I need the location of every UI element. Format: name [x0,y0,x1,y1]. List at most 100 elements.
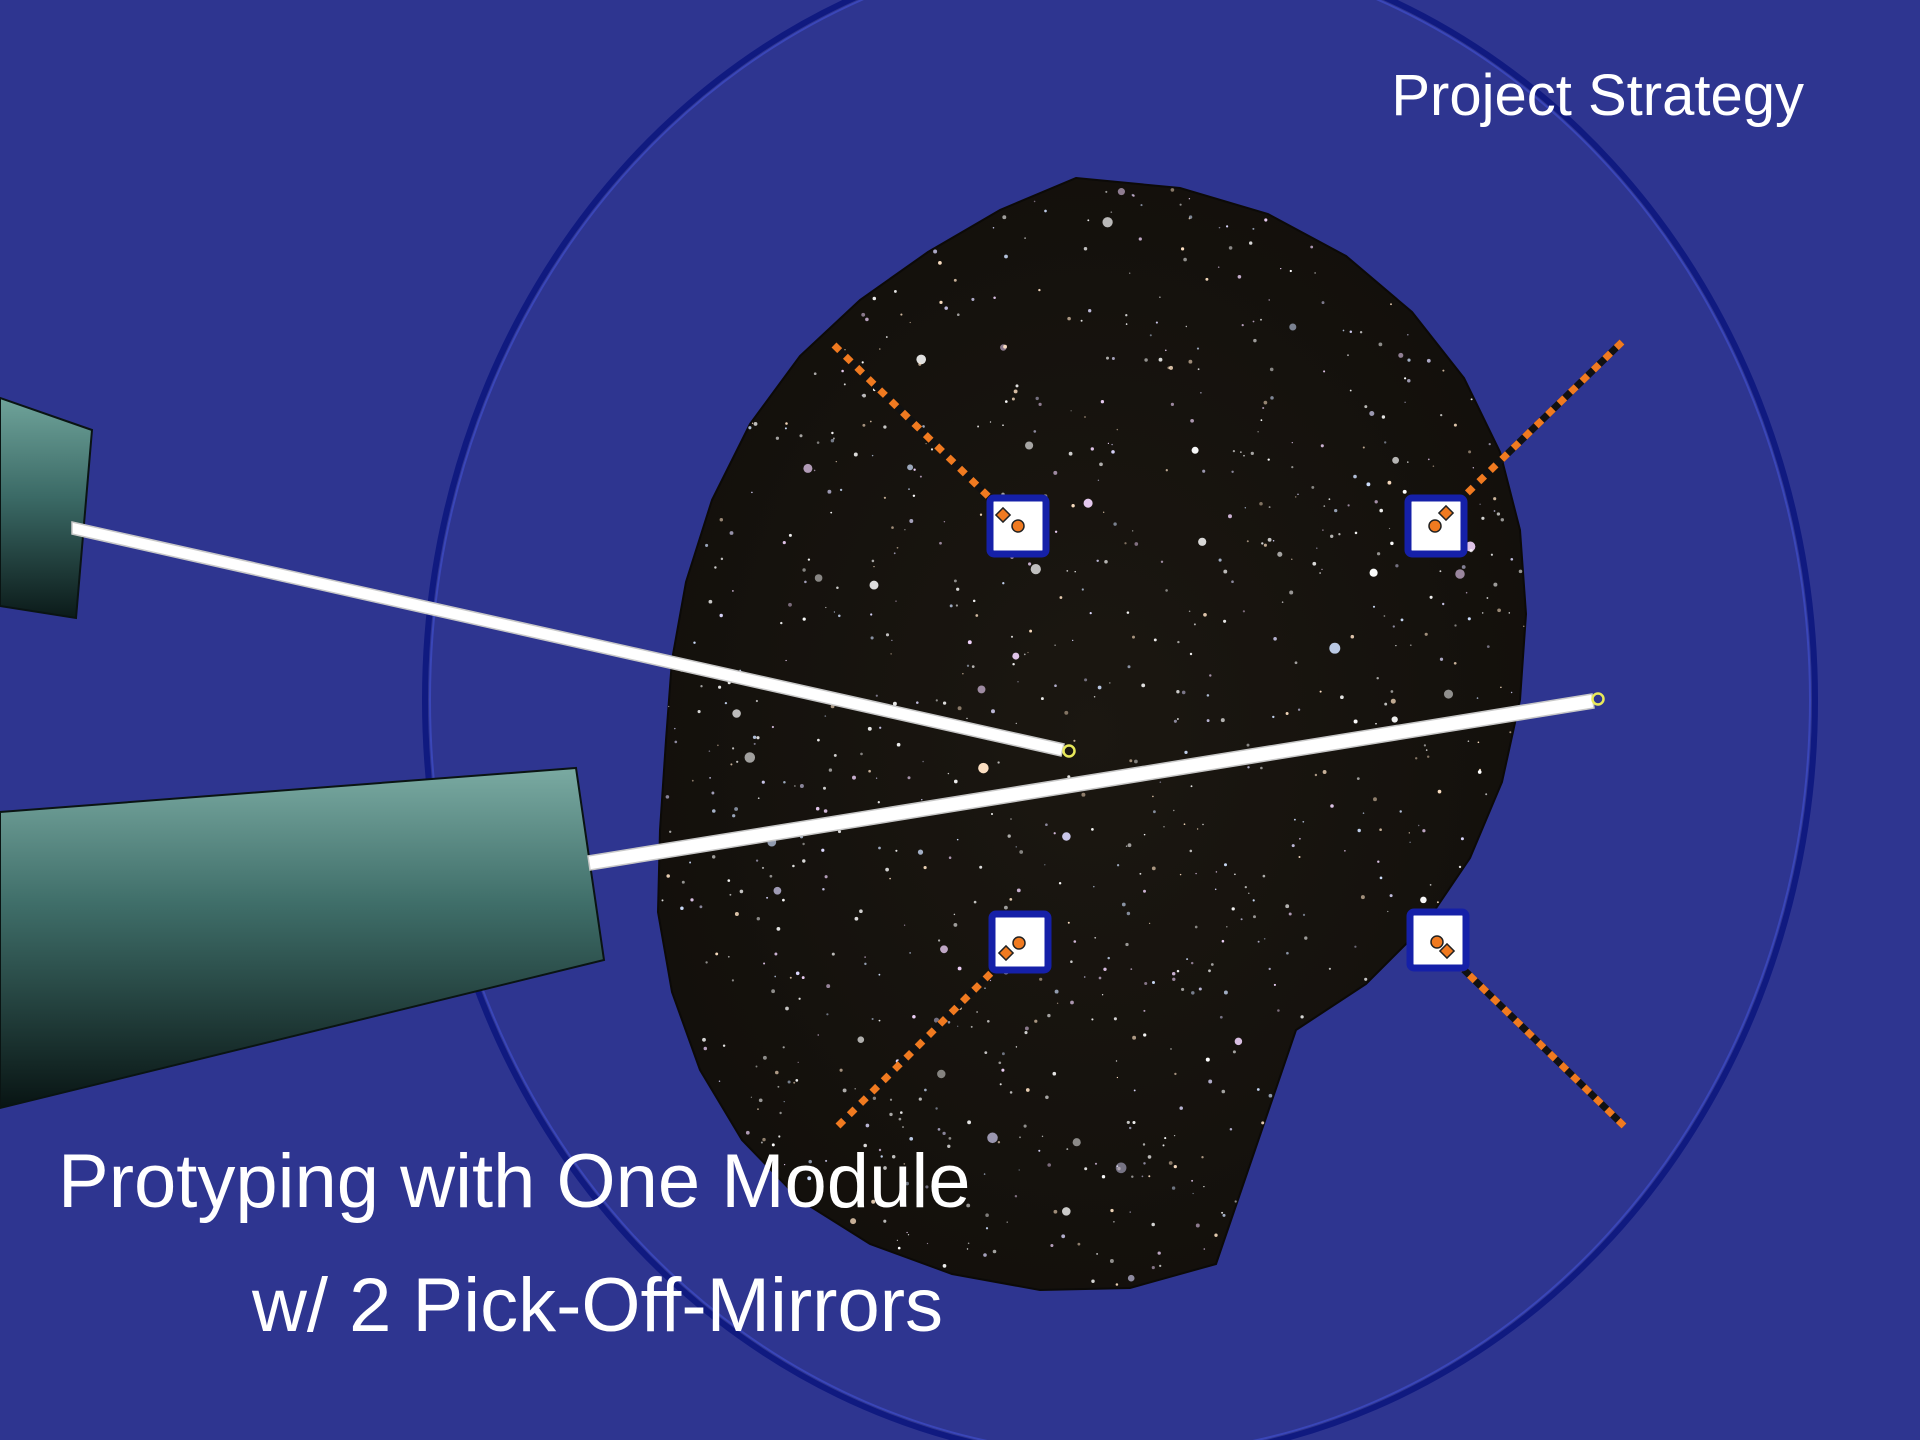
star [1263,400,1268,405]
star [1268,1093,1273,1098]
star [774,975,777,978]
star [1500,686,1502,689]
star [1203,1185,1205,1188]
star [1249,241,1253,245]
star [1381,415,1386,419]
star [774,952,778,956]
star [1395,644,1397,647]
star [1328,498,1331,501]
star [1094,936,1097,939]
star [1314,272,1316,274]
star [774,1070,779,1075]
star [1387,910,1389,913]
star [973,900,977,904]
star [830,439,835,443]
star [1019,1136,1021,1139]
star [813,469,816,472]
star [1003,344,1008,349]
star [1272,715,1275,719]
star [1453,661,1457,665]
star [1029,629,1033,633]
star [780,621,783,625]
arm-cylinder-lower [0,766,606,1110]
star [1073,940,1077,943]
star [729,531,734,535]
star [896,546,899,549]
star [1272,539,1275,542]
star [1165,469,1168,472]
star [1455,569,1465,579]
arm-rod-lower [587,693,1595,871]
star [966,717,968,720]
pick-off-mirror-arm-1 [0,396,1076,758]
star [1017,681,1019,683]
star [1232,449,1236,453]
star [878,973,881,976]
star [1376,552,1381,556]
star [854,916,859,921]
star [1091,1279,1095,1283]
star [1223,569,1228,574]
star [799,784,804,788]
star [871,454,874,457]
star [734,912,739,916]
star [878,1148,882,1152]
star [802,568,806,572]
star [732,814,736,818]
star [1311,485,1315,489]
star [962,673,964,675]
star [1071,504,1075,508]
star [1176,690,1180,694]
star [731,979,735,982]
star [1067,316,1071,321]
star [959,1174,964,1179]
star [816,441,820,444]
star [1404,401,1406,403]
star [1149,334,1152,337]
star [1115,1283,1119,1286]
star [1418,824,1420,827]
star [1040,697,1044,701]
star [756,917,760,921]
star [1061,1234,1066,1239]
star [755,699,759,703]
star [722,1044,726,1047]
star [1291,844,1295,848]
star [1465,591,1468,594]
star [1469,549,1473,553]
star [1195,872,1197,875]
star [1304,936,1308,940]
star [824,875,828,879]
star [1143,1162,1146,1165]
star [924,1088,927,1092]
star [744,752,756,763]
star [836,586,839,589]
star [892,701,897,706]
star [1409,644,1412,647]
star [1144,358,1148,362]
star [1237,275,1242,279]
focal-plane-ring-highlight [429,0,1811,1440]
star [942,1131,946,1136]
star [896,1199,898,1202]
star [1208,969,1211,973]
star [1125,845,1128,847]
star [1415,757,1418,760]
star [909,1136,914,1141]
star [991,709,995,714]
star [869,580,879,590]
star [795,1079,799,1082]
star [922,760,924,763]
star [871,559,875,563]
star [1319,572,1321,574]
star [903,924,906,926]
star [1379,876,1383,880]
star [674,727,676,730]
star [1427,458,1430,461]
star [1354,945,1357,948]
star [1225,225,1229,228]
star [948,856,952,859]
star [813,372,817,376]
star [1340,695,1344,700]
star [1098,976,1102,980]
